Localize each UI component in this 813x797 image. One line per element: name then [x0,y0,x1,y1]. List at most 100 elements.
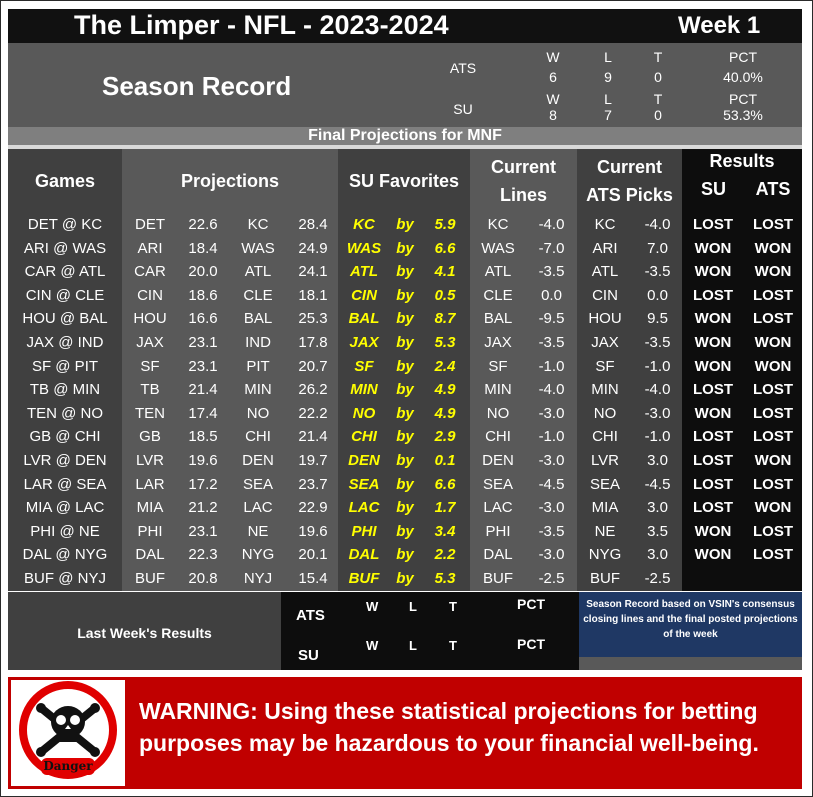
game-matchup: GB @ CHI [29,428,101,446]
home-projection: 23.7 [298,475,328,493]
last-week-ats-pct: PCT [517,596,545,612]
line-value: -4.0 [538,381,565,399]
line-value: -7.0 [538,239,565,257]
home-team: NO [246,404,270,422]
pick-line: 3.0 [647,499,668,517]
favorite-margin: 6.6 [434,475,456,493]
pick-team: SEA [589,475,620,493]
season-record-panel: Season Record ATS W L T PCT 6 9 0 40.0% … [8,43,802,127]
result-ats: WON [754,263,792,281]
home-team: MIN [244,381,272,399]
favorite-margin: 6.6 [434,239,456,257]
danger-label: Danger [41,758,95,775]
pick-line: -4.5 [644,475,671,493]
home-team: NYG [241,546,275,564]
favorite-by: by [396,499,414,517]
away-projection: 21.4 [188,381,218,399]
favorite-margin: 8.7 [434,310,456,328]
last-week-su-pct: PCT [517,636,545,652]
last-week-su-label: SU [298,647,319,664]
results-su-header: SU [700,179,726,199]
result-su: WON [694,357,732,375]
favorite-by: by [396,357,414,375]
away-team: DAL [135,546,165,564]
favorite-team: BAL [348,310,380,328]
results-ats-header: ATS [755,179,791,199]
warning-banner: Danger WARNING: Using these statistical … [8,677,802,789]
home-team: BAL [243,310,273,328]
pick-line: 3.0 [647,452,668,469]
away-team: CAR [134,263,166,281]
favorite-by: by [396,404,414,422]
week-label: Week 1 [678,12,761,39]
line-team: WAS [481,239,515,257]
home-team: SEA [242,475,273,493]
game-matchup: TEN @ NO [26,404,104,422]
current-picks-column [577,149,682,591]
skull-crossbones-icon [19,681,117,779]
pick-line: 9.5 [647,310,668,328]
pick-team: CIN [592,286,618,304]
line-team: CHI [485,428,511,446]
home-team: WAS [241,239,275,257]
page-title: The Limper - NFL - 2023-2024 [74,10,449,40]
pick-team: NE [594,522,616,540]
favorite-by: by [396,570,414,587]
home-projection: 24.9 [298,239,328,257]
away-projection: 20.0 [188,263,218,281]
line-team: SEA [482,475,513,493]
favorite-margin: 5.3 [434,334,456,351]
favorite-margin: 3.4 [434,522,456,540]
result-ats: LOST [753,522,793,540]
pick-team: LVR [590,452,620,469]
last-week-label: Last Week's Results [77,625,212,641]
result-ats: WON [754,334,792,351]
su-wins: 8 [549,107,557,123]
pick-team: MIA [591,499,619,517]
line-team: BAL [483,310,513,328]
away-projection: 23.1 [188,357,218,375]
favorite-margin: 2.9 [434,428,456,446]
away-projection: 16.6 [188,310,218,328]
pick-line: 7.0 [647,239,668,257]
result-ats: LOST [753,546,793,564]
home-projection: 15.4 [298,570,328,587]
favorite-team: WAS [346,239,382,257]
favorite-margin: 4.9 [434,404,456,422]
result-su: LOST [693,452,733,469]
result-su: WON [694,404,732,422]
pick-team: JAX [591,334,619,351]
ats-w-header: W [546,49,560,65]
away-team: PHI [137,522,163,540]
favorite-by: by [396,334,414,351]
line-value: -4.0 [538,216,565,233]
favorite-margin: 4.1 [434,263,456,281]
away-projection: 23.1 [188,334,218,351]
game-matchup: LAR @ SEA [23,475,107,493]
away-team: LAR [135,475,165,493]
result-su: WON [694,239,732,257]
ats-wins: 6 [549,69,557,85]
pick-team: MIN [591,381,619,399]
result-su: WON [694,263,732,281]
home-team: PIT [246,357,270,375]
favorite-team: NO [352,404,376,422]
away-team: CIN [137,286,163,304]
away-team: DET [135,216,165,233]
line-value: -9.5 [538,310,565,328]
game-matchup: BUF @ NYJ [24,570,106,587]
favorite-team: SF [354,357,374,375]
result-su: LOST [693,216,733,233]
current-lines-column [470,149,577,591]
pick-team: NYG [588,546,622,564]
su-pct-header: PCT [729,91,757,107]
result-ats: LOST [753,428,793,446]
home-projection: 20.7 [298,357,328,375]
ats-label: ATS [449,60,477,76]
last-week-ats-label: ATS [296,607,325,624]
result-su: LOST [693,286,733,304]
current-lines-header-1: Current [490,157,556,177]
pick-line: -3.5 [644,334,671,351]
away-projection: 22.6 [188,216,218,233]
